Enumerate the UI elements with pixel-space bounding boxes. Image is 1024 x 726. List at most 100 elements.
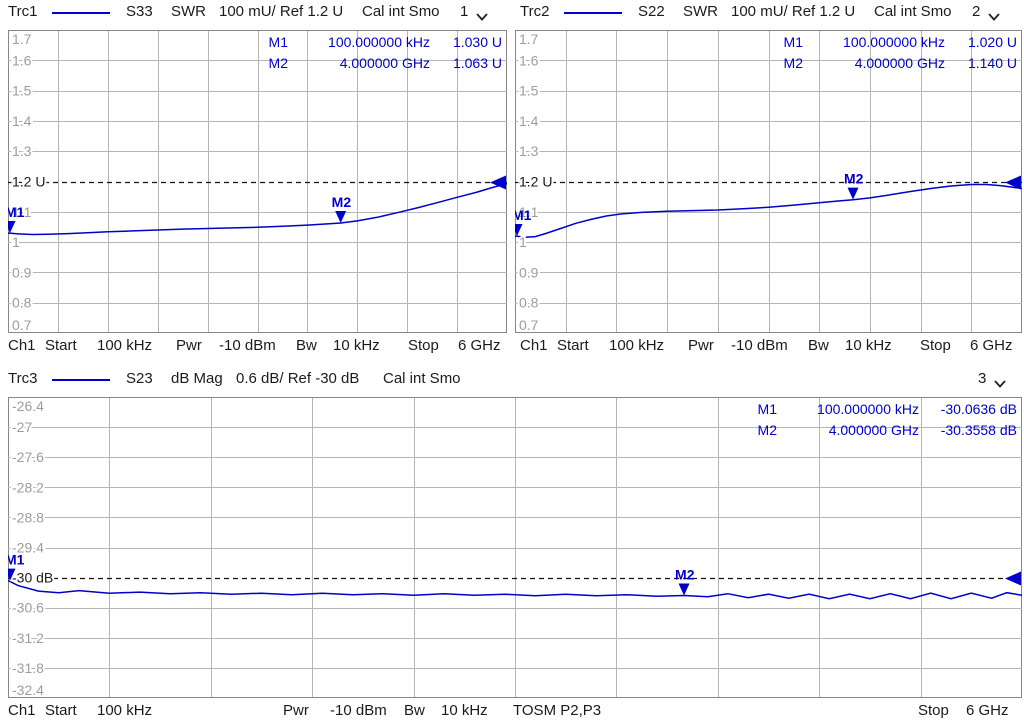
bandwidth-label[interactable]: Bw: [296, 337, 317, 354]
marker-name: M2: [783, 55, 803, 71]
marker-m1-triangle[interactable]: [8, 221, 16, 234]
trace2-legend-line: [564, 12, 622, 14]
y-tick-label: 1.1: [12, 204, 32, 220]
marker-m2-triangle[interactable]: [335, 211, 347, 224]
bandwidth-value[interactable]: 10 kHz: [333, 337, 380, 354]
trace3-label[interactable]: Trc3: [8, 370, 38, 387]
y-tick-label: 1.4: [12, 113, 32, 129]
y-tick-label: 0.9: [12, 264, 32, 280]
y-tick-label: 1: [519, 234, 527, 250]
reference-position-arrow: [1005, 175, 1021, 190]
start-value[interactable]: 100 kHz: [97, 702, 153, 719]
trace1-scale[interactable]: 100 mU/ Ref 1.2 U: [219, 3, 344, 20]
stop-label[interactable]: Stop: [918, 702, 949, 719]
y-tick-label: 0.7: [519, 317, 539, 333]
bandwidth-label[interactable]: Bw: [808, 337, 829, 354]
marker-value: 1.063 U: [452, 55, 502, 71]
y-tick-label: -28.8: [12, 509, 44, 525]
stop-label[interactable]: Stop: [408, 337, 439, 354]
y-tick-label: 1.6: [12, 52, 32, 68]
trace1-legend-line: [52, 12, 110, 14]
start-label[interactable]: Start: [557, 337, 589, 354]
channel1-bar-left: Ch1 Start 100 kHz Pwr -10 dBm Bw 10 kHz …: [0, 334, 512, 360]
trace2-header: Trc2 S22 SWR 100 mU/ Ref 1.2 U Cal int S…: [512, 3, 1024, 27]
marker-m1-label: M1: [8, 204, 25, 220]
channel-label[interactable]: Ch1: [8, 702, 36, 719]
marker-m1-label: M1: [515, 207, 532, 223]
trace2-label[interactable]: Trc2: [520, 3, 550, 20]
chevron-down-icon[interactable]: [475, 9, 489, 21]
power-value[interactable]: -10 dBm: [219, 337, 276, 354]
y-tick-label: -28.2: [12, 479, 44, 495]
channel-label[interactable]: Ch1: [520, 337, 548, 354]
marker-frequency: 100.000000 kHz: [328, 34, 430, 50]
marker-m2-label: M2: [844, 171, 864, 187]
trace-curve: [8, 182, 507, 236]
marker-m1-triangle[interactable]: [8, 568, 16, 581]
y-tick-label: 0.8: [519, 295, 539, 311]
chevron-down-icon[interactable]: [987, 9, 1001, 21]
marker-m2-triangle[interactable]: [847, 187, 859, 200]
marker-m1-triangle[interactable]: [515, 224, 523, 237]
trace2-graph[interactable]: 1.7 1.6 1.5 1.4 1.3 1.2 U 1.1 1 0.9 0.8 0.7 M1 M2 M1…: [515, 30, 1022, 333]
stop-value[interactable]: 6 GHz: [970, 337, 1013, 354]
marker-frequency: 4.000000 GHz: [339, 55, 430, 71]
stop-value[interactable]: 6 GHz: [966, 702, 1009, 719]
trace2-scale[interactable]: 100 mU/ Ref 1.2 U: [731, 3, 856, 20]
marker-frequency: 100.000000 kHz: [843, 34, 945, 50]
trace1-label[interactable]: Trc1: [8, 3, 38, 20]
trace3-format[interactable]: dB Mag: [171, 370, 223, 387]
trace2-marker-readout: M1 100.000000 kHz 1.020 U M2 4.000000 GH…: [779, 33, 1017, 73]
y-tick-label: 1.5: [12, 83, 32, 99]
stop-value[interactable]: 6 GHz: [458, 337, 501, 354]
trace3-scale[interactable]: 0.6 dB/ Ref -30 dB: [236, 370, 360, 387]
bandwidth-value[interactable]: 10 kHz: [845, 337, 892, 354]
start-label[interactable]: Start: [45, 702, 77, 719]
power-label[interactable]: Pwr: [283, 702, 309, 719]
channel-label[interactable]: Ch1: [8, 337, 36, 354]
marker-value: 1.140 U: [967, 55, 1017, 71]
start-value[interactable]: 100 kHz: [97, 337, 153, 354]
start-value[interactable]: 100 kHz: [609, 337, 665, 354]
bandwidth-label[interactable]: Bw: [404, 702, 425, 719]
marker-frequency: 100.000000 kHz: [817, 401, 919, 417]
channel1-bar-right: Ch1 Start 100 kHz Pwr -10 dBm Bw 10 kHz …: [512, 334, 1024, 360]
y-tick-label: 1.3: [519, 143, 539, 159]
power-label[interactable]: Pwr: [688, 337, 714, 354]
trace3-graph[interactable]: -26.4 -27 -27.6 -28.2 -28.8 -29.4 -30 dB -30.6 -…: [8, 397, 1022, 698]
marker-frequency: 4.000000 GHz: [828, 422, 919, 438]
power-value[interactable]: -10 dBm: [731, 337, 788, 354]
marker-frequency: 4.000000 GHz: [854, 55, 945, 71]
trace3-header: Trc3 S23 dB Mag 0.6 dB/ Ref -30 dB Cal i…: [0, 370, 1024, 394]
trace2-format[interactable]: SWR: [683, 3, 718, 20]
cal-standard[interactable]: TOSM P2,P3: [513, 702, 602, 719]
y-tick-label: -32.4: [12, 682, 44, 698]
trace1-parameter[interactable]: S33: [126, 3, 153, 20]
bandwidth-value[interactable]: 10 kHz: [441, 702, 488, 719]
trace1-marker-readout: M1 100.000000 kHz 1.030 U M2 4.000000 GH…: [264, 33, 502, 73]
y-tick-label: 0.8: [12, 295, 32, 311]
marker-name: M2: [757, 422, 777, 438]
trace-curve: [8, 579, 1022, 600]
power-label[interactable]: Pwr: [176, 337, 202, 354]
start-label[interactable]: Start: [45, 337, 77, 354]
marker-m2-triangle[interactable]: [678, 583, 690, 596]
marker-m1-label: M1: [8, 552, 25, 568]
trace2-plot: 1.7 1.6 1.5 1.4 1.3 1.2 U 1.1 1 0.9 0.8 0.7 M1 M2: [515, 30, 1022, 333]
channel1-bar-bottom: Ch1 Start 100 kHz Pwr -10 dBm Bw 10 kHz …: [0, 699, 1024, 725]
stop-label[interactable]: Stop: [920, 337, 951, 354]
power-value[interactable]: -10 dBm: [330, 702, 387, 719]
trace3-marker-readout: M1 100.000000 kHz -30.0636 dB M2 4.00000…: [753, 400, 1017, 440]
trace1-graph[interactable]: 1.7 1.6 1.5 1.4 1.3 1.2 U 1.1 1 0.9 0.8 0.7 M1 M2 M1…: [8, 30, 507, 333]
chevron-down-icon[interactable]: [993, 376, 1007, 388]
reference-level-label: -30 dB: [12, 570, 53, 586]
trace2-number: 2: [972, 3, 981, 20]
reference-level-label: 1.2 U: [12, 174, 45, 190]
y-tick-label: 1.4: [519, 113, 539, 129]
y-tick-label: -31.2: [12, 630, 44, 646]
trace3-parameter[interactable]: S23: [126, 370, 153, 387]
trace2-parameter[interactable]: S22: [638, 3, 665, 20]
trace3-cal-status: Cal int Smo: [383, 370, 461, 387]
trace1-format[interactable]: SWR: [171, 3, 206, 20]
